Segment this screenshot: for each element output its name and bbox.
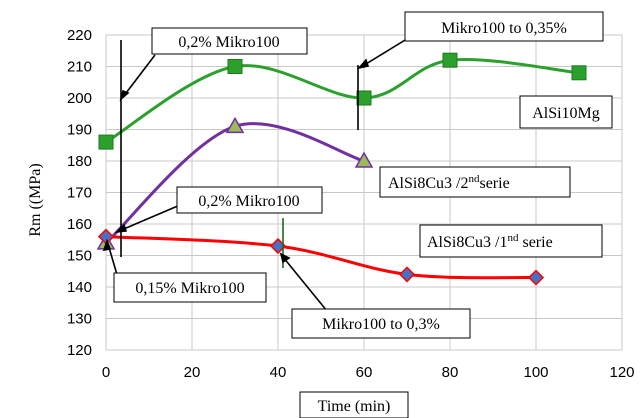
series-label-alsi8cu3-2nd: AlSi8Cu3 /2ndserie <box>379 166 571 198</box>
x-tick-label: 80 <box>442 364 459 381</box>
annotation-5-text: Mikro100 to 0,3% <box>322 316 440 333</box>
series-line-3 <box>105 235 537 280</box>
arrow-2 <box>360 36 411 68</box>
x-axis-label: Time (min) <box>318 398 391 415</box>
y-tick-label: 200 <box>67 90 92 107</box>
data-point-s1-1 <box>98 134 114 150</box>
data-point-s2-2 <box>225 116 245 134</box>
data-point-s3-4 <box>527 269 545 286</box>
y-tick-label: 120 <box>67 342 92 359</box>
series-label-3-text: AlSi8Cu3 /1nd serie <box>427 232 553 251</box>
x-axis-label-box: Time (min) <box>299 391 409 418</box>
data-point-s1-4 <box>442 52 458 68</box>
annotation-box-5: Mikro100 to 0,3% <box>291 308 471 339</box>
annotation-box-1: 0,2% Mikro100 <box>151 27 308 55</box>
y-tick-label: 180 <box>67 153 92 170</box>
series-markers <box>96 52 587 286</box>
annotation-3-text: 0,2% Mikro100 <box>198 193 299 210</box>
y-tick-label: 160 <box>67 216 92 233</box>
x-tick-label: 20 <box>184 364 201 381</box>
annotation-4-text: 0,15% Mikro100 <box>135 280 244 297</box>
series-label-2-text: AlSi8Cu3 /2ndserie <box>388 173 510 192</box>
x-tick-label: 40 <box>270 364 287 381</box>
arrow-5 <box>282 256 328 312</box>
y-tick-label: 220 <box>67 27 92 44</box>
annotation-1-text: 0,2% Mikro100 <box>178 34 279 51</box>
x-tick-label: 0 <box>102 364 110 381</box>
data-point-s2-3 <box>354 151 374 168</box>
annotation-box-2: Mikro100 to 0,35% <box>404 11 604 42</box>
annotation-2-text: Mikro100 to 0,35% <box>441 20 567 37</box>
arrow-2-head <box>356 58 370 70</box>
series-label-alsi10mg: AlSi10Mg <box>519 95 613 129</box>
annotation-box-4: 0,15% Mikro100 <box>113 272 267 303</box>
data-point-s3-3 <box>398 266 416 283</box>
data-point-s1-5 <box>571 65 587 81</box>
arrow-4-head <box>102 238 112 252</box>
arrow-1 <box>122 54 156 98</box>
y-tick-label: 130 <box>67 311 92 328</box>
x-tick-label: 60 <box>356 364 373 381</box>
y-tick-label: 150 <box>67 248 92 265</box>
y-tick-label: 170 <box>67 185 92 202</box>
y-tick-label: 140 <box>67 279 92 296</box>
arrow-3-head <box>114 223 128 234</box>
y-axis-label: Rm ((MPa) <box>27 163 44 236</box>
annotation-box-3: 0,2% Mikro100 <box>176 186 323 214</box>
arrow-3 <box>118 204 181 232</box>
y-axis-ticks: 120 130 140 150 160 170 180 190 200 210 220 <box>67 27 92 359</box>
series-label-alsi8cu3-1st: AlSi8Cu3 /1nd serie <box>419 224 603 258</box>
data-point-s1-2 <box>227 59 243 74</box>
data-point-s1-3 <box>356 90 372 106</box>
series-label-1-text: AlSi10Mg <box>532 105 600 122</box>
x-axis-ticks: 0 20 40 60 80 100 120 <box>102 364 635 381</box>
y-tick-label: 210 <box>67 59 92 76</box>
y-tick-label: 190 <box>67 122 92 139</box>
x-tick-label: 100 <box>523 364 548 381</box>
arrow-1-head <box>119 89 130 102</box>
arrow-5-head <box>279 252 291 264</box>
annotation-arrows <box>102 36 411 312</box>
x-tick-label: 120 <box>609 364 634 381</box>
